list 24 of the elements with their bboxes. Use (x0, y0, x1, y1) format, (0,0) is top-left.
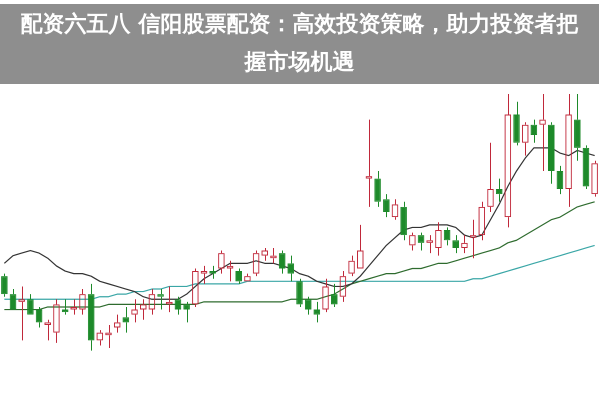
candlestick (183, 301, 190, 323)
candlestick (548, 122, 555, 184)
candlestick (418, 232, 424, 252)
candlestick (383, 194, 390, 218)
candlestick (400, 201, 407, 241)
candlestick (27, 294, 34, 315)
candlestick (1, 273, 8, 298)
candlestick (496, 178, 502, 202)
candlestick (88, 283, 94, 352)
chart-title: 配资六五八 信阳股票配资：高效投资策略，助力投资者把握市场机遇 (20, 10, 580, 77)
candlestick (513, 101, 520, 146)
candlestick (556, 165, 564, 195)
candlestick (314, 301, 320, 323)
candlestick (62, 298, 68, 316)
candlestick (36, 306, 42, 328)
candlestick (582, 144, 590, 190)
candlestick (157, 288, 164, 310)
candlestick (374, 170, 381, 208)
candlestick (296, 278, 303, 308)
candlestick (209, 265, 216, 280)
candlestick (574, 94, 581, 162)
candlestick (10, 288, 16, 310)
candlestick (278, 250, 286, 274)
candlestick (122, 306, 130, 334)
